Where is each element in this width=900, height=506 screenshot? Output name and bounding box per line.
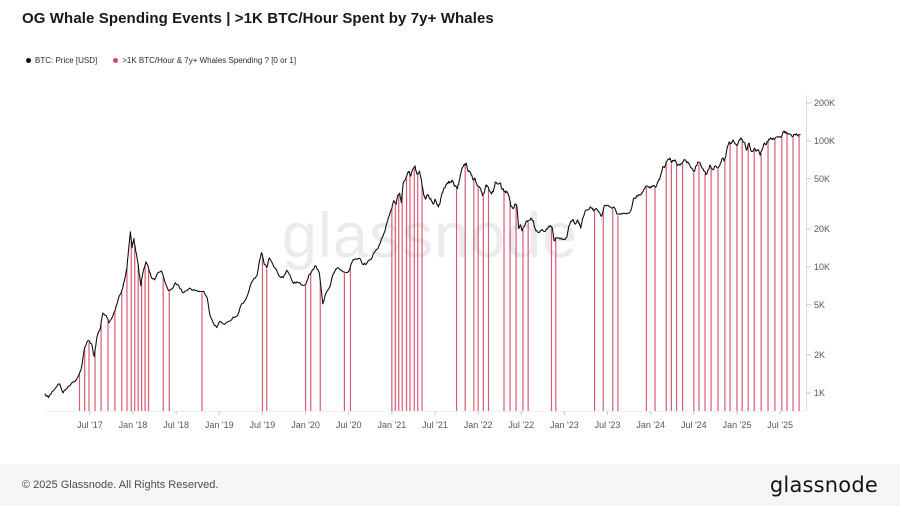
svg-text:10K: 10K [814, 262, 830, 272]
svg-text:Jan '19: Jan '19 [205, 420, 234, 430]
svg-text:Jul '20: Jul '20 [336, 420, 362, 430]
svg-text:Jan '25: Jan '25 [723, 420, 752, 430]
svg-text:5K: 5K [814, 300, 825, 310]
glassnode-logo: glassnode [769, 473, 878, 497]
svg-text:Jul '19: Jul '19 [250, 420, 276, 430]
svg-text:200K: 200K [814, 98, 835, 108]
svg-text:Jan '18: Jan '18 [119, 420, 148, 430]
legend-label-whale-spending: >1K BTC/Hour & 7y+ Whales Spending ? [0 … [122, 56, 297, 65]
svg-text:Jan '24: Jan '24 [636, 420, 665, 430]
svg-text:2K: 2K [814, 350, 825, 360]
svg-text:Jan '23: Jan '23 [550, 420, 579, 430]
svg-text:1K: 1K [814, 388, 825, 398]
svg-text:20K: 20K [814, 224, 830, 234]
legend: BTC: Price [USD] >1K BTC/Hour & 7y+ Whal… [26, 56, 296, 65]
svg-text:Jan '22: Jan '22 [464, 420, 493, 430]
svg-text:Jul '17: Jul '17 [77, 420, 103, 430]
whale-spending-dot-icon [113, 58, 119, 63]
svg-text:Jul '21: Jul '21 [422, 420, 448, 430]
legend-label-btc-price: BTC: Price [USD] [35, 56, 98, 65]
svg-text:Jul '24: Jul '24 [681, 420, 707, 430]
svg-text:Jul '23: Jul '23 [595, 420, 621, 430]
svg-text:Jul '25: Jul '25 [767, 420, 793, 430]
legend-item-whale-spending[interactable]: >1K BTC/Hour & 7y+ Whales Spending ? [0 … [113, 56, 296, 65]
legend-item-btc-price[interactable]: BTC: Price [USD] [26, 56, 97, 65]
footer: © 2025 Glassnode. All Rights Reserved. g… [0, 464, 900, 506]
svg-text:100K: 100K [814, 136, 835, 146]
btc-price-dot-icon [26, 58, 31, 63]
svg-text:Jan '21: Jan '21 [377, 420, 406, 430]
page-title: OG Whale Spending Events | >1K BTC/Hour … [22, 10, 494, 27]
svg-text:Jul '22: Jul '22 [508, 420, 534, 430]
svg-text:Jan '20: Jan '20 [291, 420, 320, 430]
copyright-text: © 2025 Glassnode. All Rights Reserved. [22, 479, 219, 491]
svg-text:50K: 50K [814, 174, 830, 184]
svg-text:Jul '18: Jul '18 [163, 420, 189, 430]
